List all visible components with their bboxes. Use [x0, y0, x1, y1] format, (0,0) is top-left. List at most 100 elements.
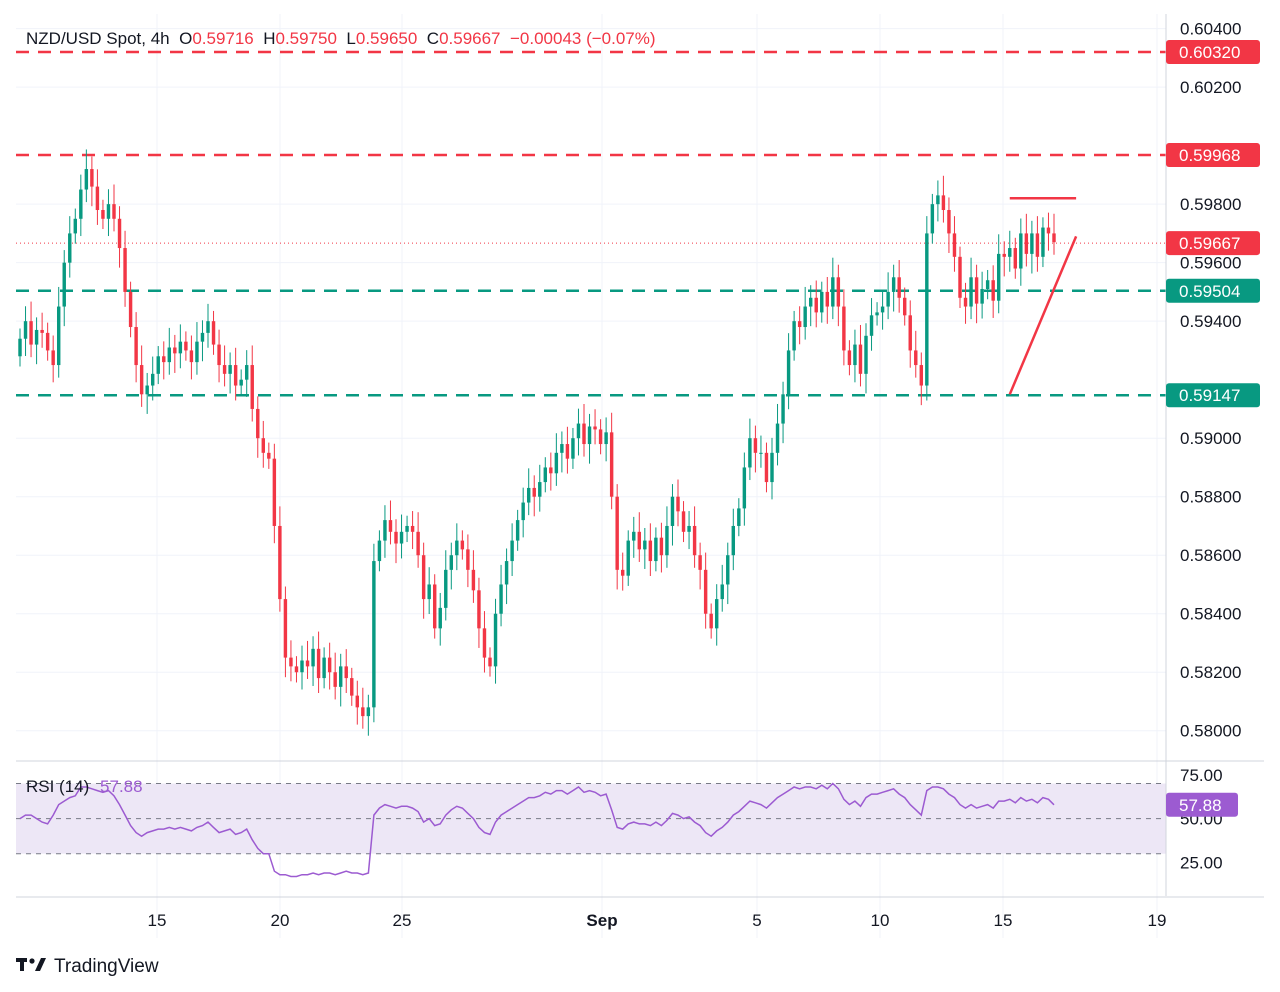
candle-body: [388, 520, 393, 532]
candle-body: [643, 540, 647, 550]
candle-body: [73, 218, 78, 234]
candlestick-series: [18, 149, 1056, 736]
timeframe-label[interactable]: 4h: [150, 29, 170, 48]
candle-body: [510, 540, 514, 562]
rsi-value-badge: [1166, 792, 1238, 817]
candle-body: [372, 561, 376, 708]
price-axis[interactable]: 0.60400 0.60200 0.59800 0.59600 0.59400 0.590…: [1180, 20, 1241, 873]
candle-body: [316, 648, 321, 679]
candle-body: [305, 660, 310, 667]
price-level-badge: [1166, 40, 1260, 65]
candle-body: [952, 233, 957, 257]
candle-body: [681, 511, 686, 532]
candle-body: [576, 423, 581, 439]
candle-body: [1041, 227, 1045, 257]
candle-body: [23, 321, 28, 339]
rsi-value-badge-label: 57.88: [1179, 796, 1222, 815]
candle-body: [167, 347, 172, 363]
candle-body: [68, 233, 72, 263]
candle-body: [914, 350, 918, 366]
price-level-badges: 0.60320 0.59968 0.59667 0.59504 0.59147 57.88: [1166, 40, 1260, 817]
close-value: 0.59667: [439, 29, 501, 48]
candle-body: [969, 277, 973, 307]
candle-body: [51, 350, 55, 366]
candle-body: [632, 531, 636, 541]
candle-body: [427, 584, 431, 600]
open-value: 0.59716: [192, 29, 254, 48]
candle-body: [737, 508, 741, 526]
candle-body: [289, 657, 293, 667]
candle-body: [56, 306, 61, 366]
candle-body: [709, 613, 713, 629]
candle-body: [112, 204, 116, 219]
candle-body: [460, 540, 465, 550]
time-tick-label: 10: [871, 911, 890, 930]
candle-body: [703, 569, 708, 614]
candle-body: [101, 210, 105, 219]
candle-body: [775, 423, 780, 453]
candle-body: [421, 555, 426, 600]
candle-body: [759, 452, 763, 454]
candle-body: [560, 444, 564, 453]
axis-frame: [16, 14, 1264, 898]
candle-body: [538, 482, 542, 497]
candle-body: [145, 385, 149, 395]
candle-body: [40, 329, 44, 333]
candle-body: [90, 169, 94, 187]
candle-body: [228, 365, 232, 374]
time-tick-label: 15: [994, 911, 1013, 930]
candle-body: [195, 341, 199, 363]
candle-body: [820, 291, 824, 313]
candle-body: [239, 379, 243, 386]
symbol-header: NZD/USD Spot, 4h O0.59716 H0.59750 L0.59…: [26, 29, 656, 48]
candle-body: [731, 525, 736, 556]
candle-body: [902, 297, 907, 316]
candle-body: [405, 525, 409, 532]
candle-body: [604, 432, 608, 445]
candle-body: [808, 297, 813, 307]
candle-body: [123, 248, 127, 292]
candle-body: [764, 452, 769, 483]
candle-body: [714, 599, 719, 629]
candle-body: [222, 365, 227, 374]
open-label: O: [179, 29, 193, 48]
candle-body: [770, 452, 774, 483]
candle-body: [869, 315, 874, 336]
candle-body: [139, 365, 144, 395]
high-value: 0.59750: [275, 29, 337, 48]
candle-body: [825, 291, 830, 307]
rsi-series-line: [19, 782, 1055, 878]
candle-body: [936, 195, 940, 205]
price-level-badge: [1166, 231, 1260, 256]
tradingview-brand[interactable]: TradingView: [16, 955, 159, 979]
candle-body: [366, 707, 371, 717]
candle-body: [338, 666, 343, 687]
time-tick-label: 19: [1148, 911, 1167, 930]
candle-body: [62, 262, 66, 307]
time-axis[interactable]: 15 20 25 Sep 5 10 15 19: [148, 911, 1167, 930]
candle-body: [991, 280, 995, 301]
candle-body: [836, 277, 841, 307]
candle-body: [880, 306, 885, 313]
rsi-title: RSI (14): [26, 777, 90, 796]
candle-body: [665, 525, 669, 556]
candle-body: [211, 321, 216, 345]
candle-body: [383, 520, 387, 541]
candle-body: [117, 218, 122, 249]
candle-body: [45, 332, 50, 351]
symbol-name[interactable]: NZD/USD Spot: [26, 29, 142, 48]
candle-body: [18, 338, 22, 357]
candle-body: [720, 584, 724, 600]
candle-body: [897, 277, 901, 298]
rsi-legend[interactable]: RSI (14) 57.88: [26, 777, 143, 797]
candle-body: [1030, 233, 1034, 254]
candle-body: [648, 540, 653, 562]
candle-body: [974, 277, 979, 304]
candle-body: [95, 186, 100, 211]
candle-body: [84, 169, 89, 190]
candle-body: [256, 408, 260, 439]
candle-body: [300, 660, 304, 673]
candle-body: [499, 584, 503, 614]
candle-body: [980, 288, 984, 304]
